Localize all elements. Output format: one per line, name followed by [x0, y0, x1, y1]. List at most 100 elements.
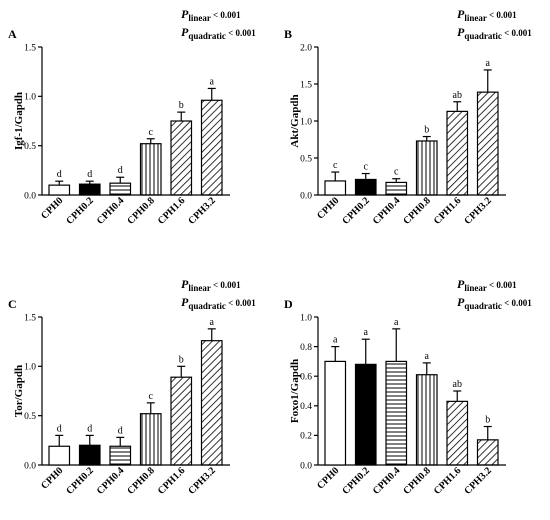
significance-letter: d — [118, 425, 123, 436]
significance-letter: c — [394, 167, 399, 178]
p-subscript: quadratic — [464, 31, 502, 41]
significance-letter: a — [210, 317, 215, 328]
y-axis-label: Foxo1/Gapdh — [289, 359, 301, 423]
significance-letter: c — [149, 127, 154, 138]
bar-cph0 — [48, 184, 71, 196]
x-tick-label: CPH3.2 — [186, 195, 218, 227]
bar-cph0-2 — [78, 444, 101, 466]
x-tick-label: CPH0.8 — [401, 465, 433, 497]
significance-letter: ab — [453, 379, 462, 390]
p-symbol: P — [181, 25, 189, 39]
significance-letter: c — [364, 162, 369, 173]
y-tick-label: 0.2 — [300, 432, 312, 442]
x-tick-label: CPH1.6 — [156, 195, 188, 227]
y-tick-label: 2.0 — [300, 43, 312, 53]
bar-cph0-4 — [109, 182, 132, 196]
bar-cph0-8 — [139, 143, 162, 196]
x-tick-label: CPH0.4 — [371, 195, 403, 227]
significance-letter: b — [179, 100, 184, 111]
significance-letter: d — [57, 423, 62, 434]
x-tick-label: CPH0 — [315, 465, 341, 491]
x-tick-label: CPH0.2 — [64, 195, 96, 227]
panel-letter: D — [284, 297, 293, 311]
significance-letter: c — [333, 160, 338, 171]
y-tick-label: 1.5 — [24, 43, 36, 53]
bar-cph3-2 — [476, 91, 499, 196]
y-tick-label: 0.4 — [300, 402, 312, 412]
p-threshold: < 0.001 — [211, 280, 241, 290]
bar-cph1-6 — [446, 110, 469, 196]
x-tick-label: CPH0.8 — [401, 195, 433, 227]
p-linear-annotation: Plinear < 0.001 — [457, 277, 517, 293]
significance-letter: b — [424, 125, 429, 136]
p-symbol: P — [457, 25, 465, 39]
y-tick-label: 0.5 — [24, 412, 36, 422]
p-subscript: quadratic — [464, 301, 502, 311]
x-tick-label: CPH0 — [315, 195, 341, 221]
y-tick-label: 0.0 — [24, 461, 36, 471]
x-tick-label: CPH0.4 — [371, 465, 403, 497]
p-threshold: < 0.001 — [502, 28, 532, 38]
p-quadratic-annotation: Pquadratic < 0.001 — [457, 295, 532, 311]
y-tick-label: 1.5 — [300, 80, 312, 90]
significance-letter: a — [394, 317, 399, 328]
x-tick-label: CPH0.2 — [64, 465, 96, 497]
bar-cph3-2 — [200, 340, 223, 466]
x-tick-label: CPH1.6 — [156, 465, 188, 497]
y-tick-label: 0.5 — [24, 142, 36, 152]
significance-letter: a — [425, 351, 430, 362]
y-tick-label: 1.0 — [24, 363, 36, 373]
chart-panel-a: A Igf-1/Gapdh 0.0 0.5 1.0 1.5 d CPH0 d CPH0.2 d CPH… — [8, 7, 256, 227]
bar-cph1-6 — [170, 376, 193, 466]
x-tick-label: CPH0 — [39, 465, 65, 491]
y-tick-label: 1.0 — [300, 313, 312, 323]
y-tick-label: 0.0 — [300, 191, 312, 201]
p-symbol: P — [457, 7, 465, 21]
y-axis-label: Akt/Gapdh — [289, 94, 301, 147]
p-linear-annotation: Plinear < 0.001 — [181, 7, 241, 23]
p-symbol: P — [181, 277, 189, 291]
bar-cph0-4 — [385, 360, 408, 466]
bar-cph0 — [324, 360, 347, 466]
x-tick-label: CPH0.4 — [95, 465, 127, 497]
bar-cph1-6 — [446, 400, 469, 466]
bar-cph0-4 — [385, 181, 408, 196]
chart-panel-b: B Akt/Gapdh 0.0 0.5 1.0 1.5 2.0 c CPH0 c CPH0.2 c CP… — [284, 7, 532, 227]
p-subscript: quadratic — [188, 301, 226, 311]
axes — [41, 47, 230, 196]
bar-cph0-8 — [415, 140, 438, 196]
x-tick-label: CPH0.2 — [340, 465, 372, 497]
p-quadratic-annotation: Pquadratic < 0.001 — [181, 25, 256, 41]
p-quadratic-annotation: Pquadratic < 0.001 — [181, 295, 256, 311]
panel-letter: B — [284, 27, 292, 41]
p-threshold: < 0.001 — [502, 298, 532, 308]
p-quadratic-annotation: Pquadratic < 0.001 — [457, 25, 532, 41]
p-symbol: P — [181, 295, 189, 309]
significance-letter: a — [210, 76, 215, 87]
p-threshold: < 0.001 — [487, 280, 517, 290]
p-threshold: < 0.001 — [211, 10, 241, 20]
p-subscript: linear — [188, 13, 211, 23]
significance-letter: ab — [453, 90, 462, 101]
significance-letter: a — [364, 327, 369, 338]
x-tick-label: CPH0.2 — [340, 195, 372, 227]
y-tick-label: 0.0 — [24, 191, 36, 201]
p-subscript: quadratic — [188, 31, 226, 41]
significance-letter: b — [179, 354, 184, 365]
axes — [41, 317, 230, 466]
x-tick-label: CPH3.2 — [462, 465, 494, 497]
p-linear-annotation: Plinear < 0.001 — [457, 7, 517, 23]
bar-cph0 — [324, 180, 347, 196]
bar-cph3-2 — [200, 99, 223, 196]
x-tick-label: CPH3.2 — [186, 465, 218, 497]
p-subscript: linear — [464, 13, 487, 23]
x-tick-label: CPH0 — [39, 195, 65, 221]
y-axis-label: Tor/Gapdh — [13, 365, 25, 417]
p-threshold: < 0.001 — [226, 298, 256, 308]
p-symbol: P — [457, 295, 465, 309]
y-tick-label: 0.8 — [300, 343, 312, 353]
bar-cph0-2 — [354, 178, 377, 196]
significance-letter: d — [87, 169, 92, 180]
x-tick-label: CPH1.6 — [432, 195, 464, 227]
y-tick-label: 0.0 — [300, 461, 312, 471]
